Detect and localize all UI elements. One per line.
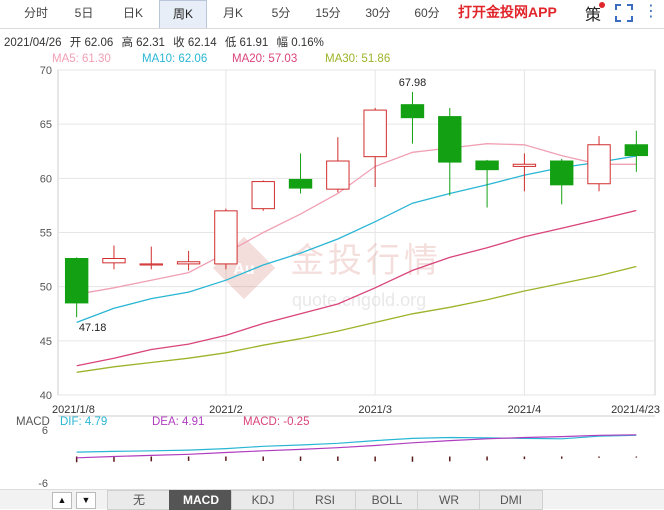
indicator-tab-boll[interactable]: BOLL [355,490,419,510]
candle [400,91,425,144]
watermark: Au 金投行情 quote.cngold.org [212,236,442,310]
macd-y-tick: -6 [38,478,48,489]
y-tick-label: 40 [40,390,52,402]
candle-body [624,144,649,157]
candle [64,257,89,318]
x-tick-label: 2021/3 [358,404,392,416]
tab-minute[interactable]: 分时 [23,6,48,20]
candle-body [251,181,275,210]
dea-line [76,434,637,459]
y-tick-label: 55 [40,228,52,240]
more-menu-icon[interactable]: ⋮ [643,3,659,20]
candle [512,153,537,192]
candle [438,107,462,196]
ma-legend-item: MA30: 51.86 [325,53,390,65]
candle-body [587,144,611,185]
candle-body [214,210,238,265]
strategy-button[interactable]: 策 [585,5,602,24]
x-tick-label: 2021/4 [508,404,542,416]
info-close: 收 62.14 [173,37,217,49]
macd-legend-macd: MACD: -0.25 [243,416,309,428]
candle-body [400,104,425,119]
tab-30min[interactable]: 30分 [365,6,391,20]
watermark-brand: 金投行情 [290,241,442,281]
x-tick-label: 2021/4/23 [611,404,660,416]
dif-line [76,434,637,453]
kline-chart[interactable]: 40 45 50 55 60 65 70 2021/1/8 2021/2 2021/3 2021/4… [0,0,664,489]
indicator-tab-rsi[interactable]: RSI [293,490,357,510]
open-app-link[interactable]: 打开金投网APP [458,4,557,20]
info-open: 开 62.06 [69,37,114,49]
indicator-tab-none[interactable]: 无 [107,490,171,510]
info-date: 2021/04/26 [4,37,62,49]
ma20-line [76,209,637,367]
watermark-badge: Au [233,261,254,278]
macd-legend-label: MACD [16,416,50,428]
candle-body [102,258,126,264]
candle [475,159,499,208]
ma-legend-item: MA5: 61.30 [52,53,111,65]
price-info-line: 2021/04/26 开 62.06 高 62.31 收 62.14 低 61.… [4,34,329,50]
x-tick-label: 2021/1/8 [52,404,95,416]
fullscreen-icon[interactable] [615,4,633,22]
y-tick-label: 50 [40,282,52,294]
y-tick-label: 65 [40,119,52,131]
ma-legend-item: MA20: 57.03 [232,53,297,65]
candle [251,180,275,211]
indicator-tab-dmi[interactable]: DMI [479,490,543,510]
macd-legend-dea: DEA: 4.91 [152,416,204,428]
tab-weekly-k[interactable]: 周K [159,0,207,28]
macd-y-tick: 6 [42,425,48,437]
candle [288,153,313,194]
candle-body [64,258,89,304]
scroll-up-icon[interactable]: ▲ [52,492,72,509]
info-high: 高 62.31 [121,37,165,49]
candle-body [512,163,537,167]
candle-body [475,160,499,171]
candle [624,130,649,172]
tab-15min[interactable]: 15分 [315,6,341,20]
candle [102,245,126,270]
tab-daily-k[interactable]: 日K [122,6,143,20]
notification-dot [599,2,605,8]
y-tick-label: 70 [40,65,52,77]
watermark-url: quote.cngold.org [292,290,426,310]
candle-body [438,116,462,163]
info-low: 低 61.91 [224,37,269,49]
tab-5day[interactable]: 5日 [74,6,94,20]
ma30-line [76,265,637,373]
tab-5min[interactable]: 5分 [271,6,291,20]
y-tick-label: 60 [40,173,52,185]
candle-body [139,263,163,266]
candle [550,158,574,205]
candle [176,250,201,271]
tab-60min[interactable]: 60分 [414,6,440,20]
candle [326,137,350,193]
scroll-down-icon[interactable]: ▼ [76,492,96,509]
indicator-tab-kdj[interactable]: KDJ [231,490,295,510]
period-tab-bar: 分时 5日 日K 周K 月K 5分 15分 30分 60分 打开金投网APP 策… [0,0,664,29]
ma10-line [76,155,637,324]
candle [363,107,387,187]
x-tick-label: 2021/2 [209,404,243,416]
macd-legend-dif: DIF: 4.79 [60,416,107,428]
y-tick-label: 45 [40,336,52,348]
ma5-line [76,143,637,295]
candle-body [326,160,350,190]
info-change: 幅 0.16% [276,37,324,49]
candle-body [288,178,313,189]
candle [139,246,163,270]
indicator-tab-wr[interactable]: WR [417,490,481,510]
ma-legend-item: MA10: 62.06 [142,53,207,65]
candle-body [363,109,387,158]
candle-body [176,261,201,265]
candle-body [550,160,574,186]
extreme-label: 47.18 [79,322,107,334]
extreme-label: 67.98 [399,77,427,89]
indicator-tab-macd[interactable]: MACD [169,490,233,510]
candle [587,136,611,192]
candle [214,208,238,270]
tab-monthly-k[interactable]: 月K [222,6,243,20]
